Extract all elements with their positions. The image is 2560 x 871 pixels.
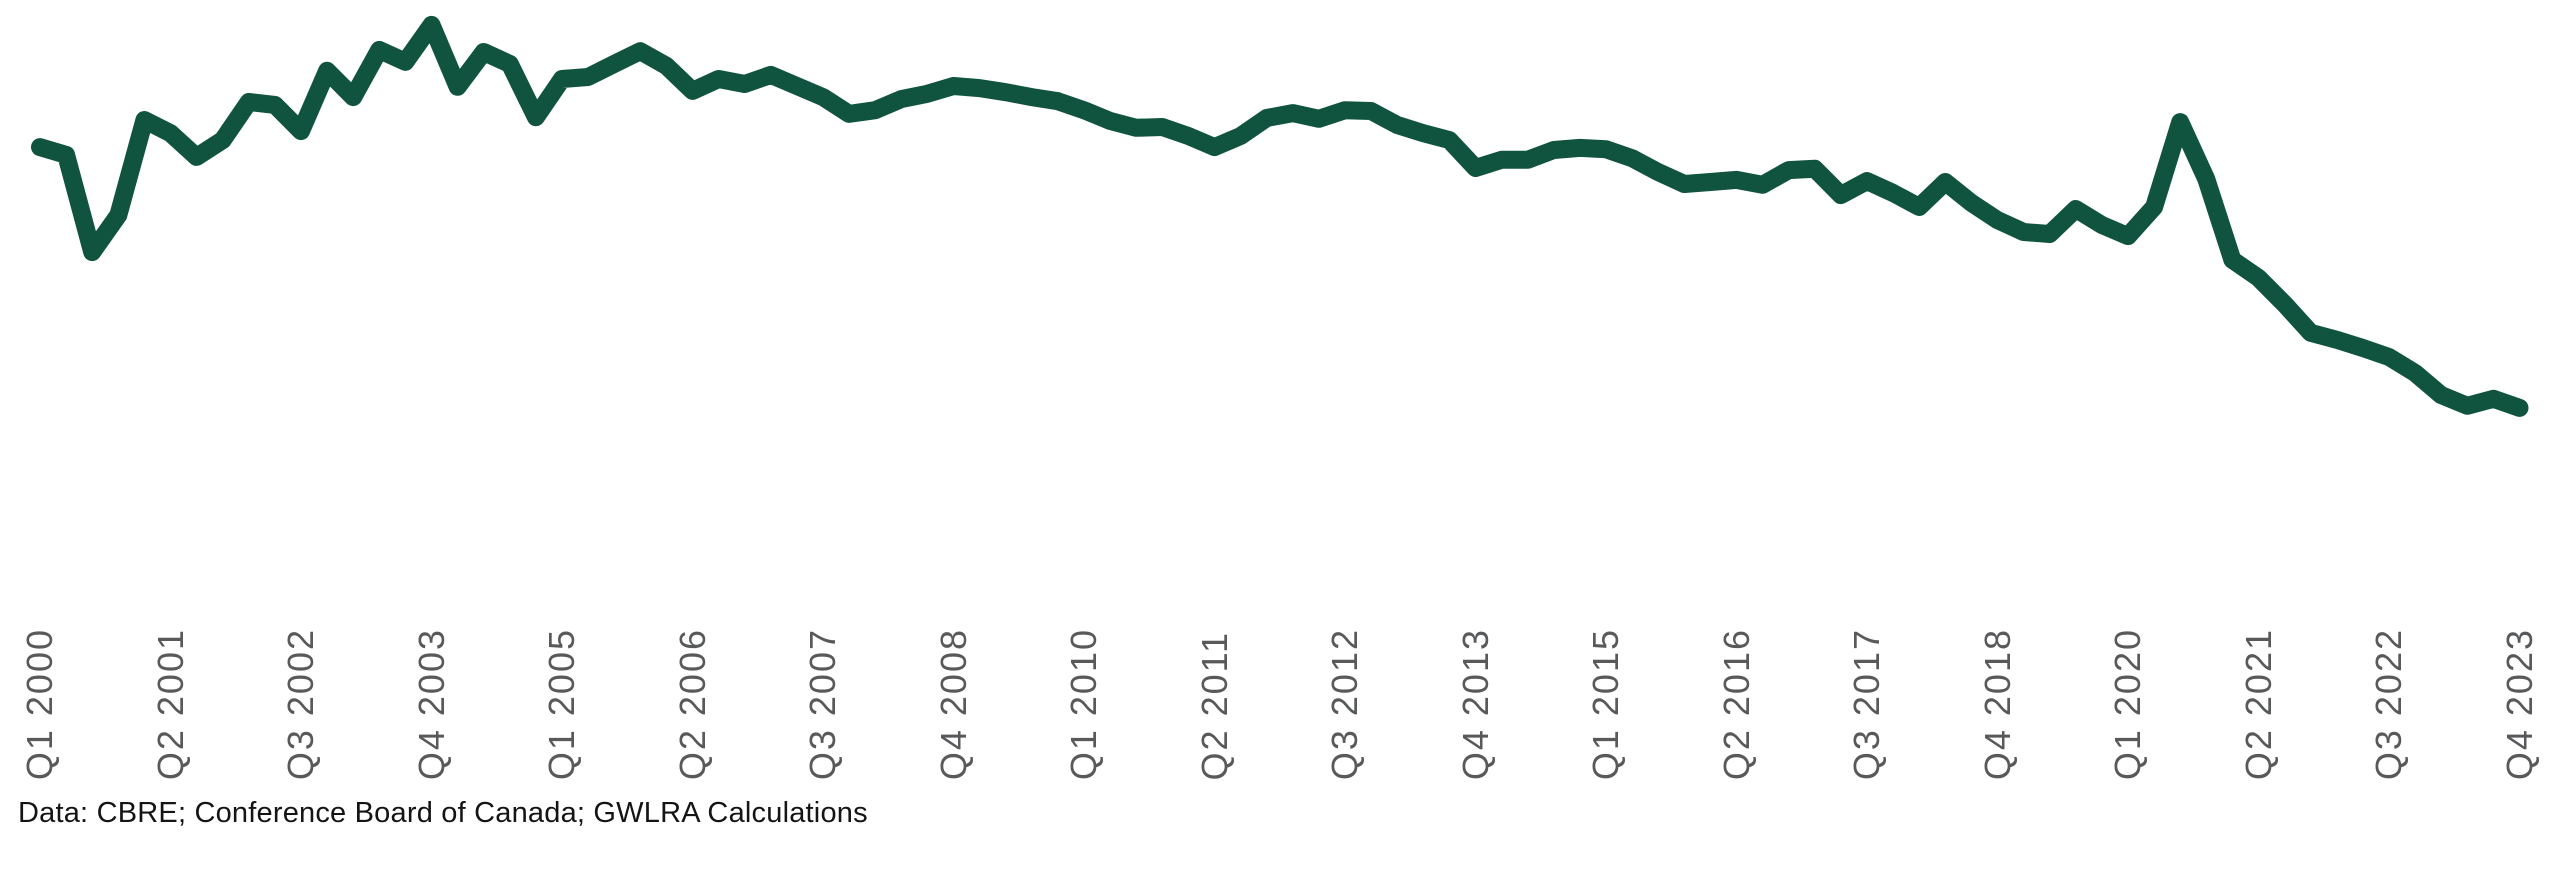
line-chart bbox=[31, 15, 2529, 417]
x-axis-label: Q1 2000 bbox=[19, 627, 60, 780]
x-axis-label: Q2 2016 bbox=[1716, 627, 1757, 780]
x-axis-label: Q4 2008 bbox=[933, 627, 974, 780]
chart-canvas bbox=[31, 15, 2529, 417]
x-axis-label: Q4 2018 bbox=[1977, 627, 2018, 780]
x-axis-label: Q3 2012 bbox=[1324, 627, 1365, 780]
x-axis-label: Q2 2021 bbox=[2238, 627, 2279, 780]
x-axis: Q1 2000 Q2 2001 Q3 2002 Q4 2003 Q1 2005 Q2 20… bbox=[0, 460, 2560, 780]
source-caption: Data: CBRE; Conference Board of Canada; … bbox=[18, 797, 868, 829]
x-axis-label: Q1 2010 bbox=[1063, 627, 1104, 780]
x-axis-label: Q4 2003 bbox=[411, 627, 452, 780]
x-axis-label: Q3 2022 bbox=[2368, 627, 2409, 780]
x-axis-label: Q2 2001 bbox=[150, 627, 191, 780]
x-axis-label: Q3 2002 bbox=[280, 627, 321, 780]
x-axis-label: Q2 2011 bbox=[1194, 630, 1235, 780]
x-axis-label: Q3 2007 bbox=[802, 627, 843, 780]
x-axis-label: Q1 2015 bbox=[1585, 627, 1626, 780]
x-axis-label: Q4 2013 bbox=[1455, 627, 1496, 780]
x-axis-label: Q2 2006 bbox=[672, 627, 713, 780]
x-axis-label: Q1 2005 bbox=[541, 627, 582, 780]
x-axis-label: Q4 2023 bbox=[2499, 627, 2540, 780]
trend-line bbox=[31, 15, 2529, 417]
x-axis-label: Q3 2017 bbox=[1846, 627, 1887, 780]
x-axis-label: Q1 2020 bbox=[2107, 627, 2148, 780]
